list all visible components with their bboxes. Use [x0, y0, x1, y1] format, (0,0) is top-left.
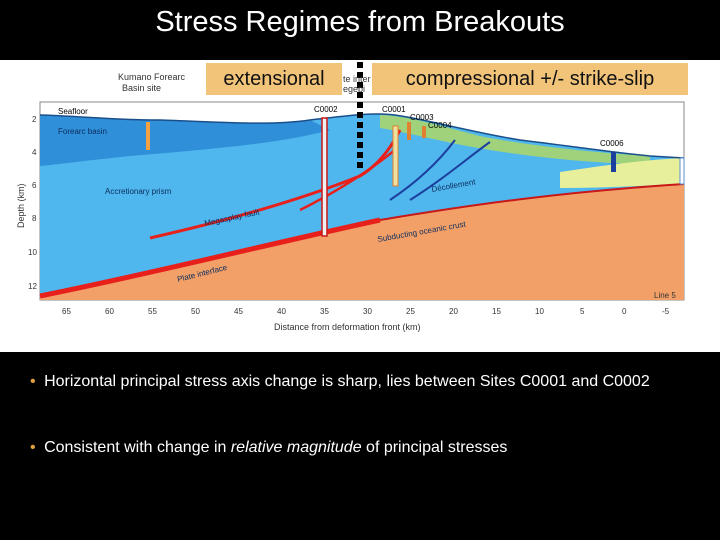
bullet-text-post: of principal stresses	[361, 439, 508, 456]
plate-interface-fault	[39, 217, 381, 299]
site-c0004-borehole	[422, 126, 426, 138]
x-tick: 30	[363, 307, 372, 316]
splay-branch	[299, 149, 396, 212]
cross-section-figure: te inter egebi Kumano Forearc Basin site…	[0, 60, 720, 352]
site-title-line1: Kumano Forearc	[118, 72, 186, 82]
y-tick: 6	[32, 181, 37, 190]
forearc-basin-area	[40, 115, 330, 166]
bullet-text-pre: Consistent with change in	[44, 439, 231, 456]
bullet-text-emphasis: relative magnitude	[230, 439, 362, 456]
x-tick: 55	[148, 307, 157, 316]
bullet-marker: •	[30, 373, 36, 390]
site-c0003-borehole	[407, 122, 411, 140]
x-tick: 20	[449, 307, 458, 316]
y-tick: 12	[28, 282, 37, 291]
y-tick: 2	[32, 115, 37, 124]
site-label-c0003: C0003	[410, 113, 434, 122]
extensional-label: extensional	[206, 63, 342, 95]
x-tick: 50	[191, 307, 200, 316]
site-label-c0004: C0004	[428, 121, 452, 130]
blue-thrust-1	[389, 139, 456, 201]
x-ticks: 65 60 55 50 45 40 35 30 25 20 15 10 5 0 …	[62, 307, 670, 316]
y-axis-label: Depth (km)	[16, 183, 26, 228]
y-tick: 10	[28, 248, 37, 257]
forearc-basin-label: Forearc basin	[58, 127, 107, 136]
x-axis-label: Distance from deformation front (km)	[274, 322, 421, 332]
y-ticks: 2 4 6 8 10 12	[28, 115, 37, 291]
hidden-fragment-1: te inter	[343, 74, 371, 84]
blue-thrust-2	[409, 141, 491, 201]
y-tick: 4	[32, 148, 37, 157]
hidden-fragment-2: egebi	[343, 84, 365, 94]
x-tick: 65	[62, 307, 71, 316]
x-tick: 0	[622, 307, 627, 316]
trench-fill	[560, 158, 684, 188]
accretionary-prism-label: Accretionary prism	[105, 187, 172, 196]
site-label-c0006: C0006	[600, 139, 624, 148]
site-c0001-borehole	[392, 125, 399, 187]
megasplay-fault	[149, 129, 402, 240]
seafloor-label: Seafloor	[58, 107, 88, 116]
x-tick: 5	[580, 307, 585, 316]
compressional-label: compressional +/- strike-slip	[372, 63, 688, 95]
x-tick: 60	[105, 307, 114, 316]
x-tick: 35	[320, 307, 329, 316]
site-label-c0002: C0002	[314, 105, 338, 114]
site-c0002-borehole	[321, 117, 328, 237]
bullet-text: Horizontal principal stress axis change …	[44, 373, 650, 390]
bullet-marker: •	[30, 439, 36, 456]
x-tick: 25	[406, 307, 415, 316]
x-tick: 10	[535, 307, 544, 316]
y-tick: 8	[32, 214, 37, 223]
oceanic-crust	[40, 184, 684, 300]
accretionary-prism	[40, 113, 684, 296]
slope-sediment	[380, 115, 650, 164]
x-tick: 40	[277, 307, 286, 316]
site-label-c0001: C0001	[382, 105, 406, 114]
site-kumano-borehole	[146, 122, 150, 150]
line-label: Line 5	[654, 291, 676, 300]
cross-section-diagram: te inter egebi Kumano Forearc Basin site…	[16, 62, 685, 332]
decollement-fault	[379, 183, 685, 221]
bullet-item: • Horizontal principal stress axis chang…	[30, 372, 700, 392]
x-tick: -5	[662, 307, 670, 316]
site-title-line2: Basin site	[122, 83, 161, 93]
line5-marker	[679, 157, 685, 185]
x-tick: 15	[492, 307, 501, 316]
site-c0006-borehole	[611, 152, 616, 172]
bullet-list: • Horizontal principal stress axis chang…	[30, 372, 700, 504]
x-tick: 45	[234, 307, 243, 316]
bullet-item: • Consistent with change in relative mag…	[30, 438, 700, 458]
slide-title: Stress Regimes from Breakouts	[155, 6, 565, 38]
